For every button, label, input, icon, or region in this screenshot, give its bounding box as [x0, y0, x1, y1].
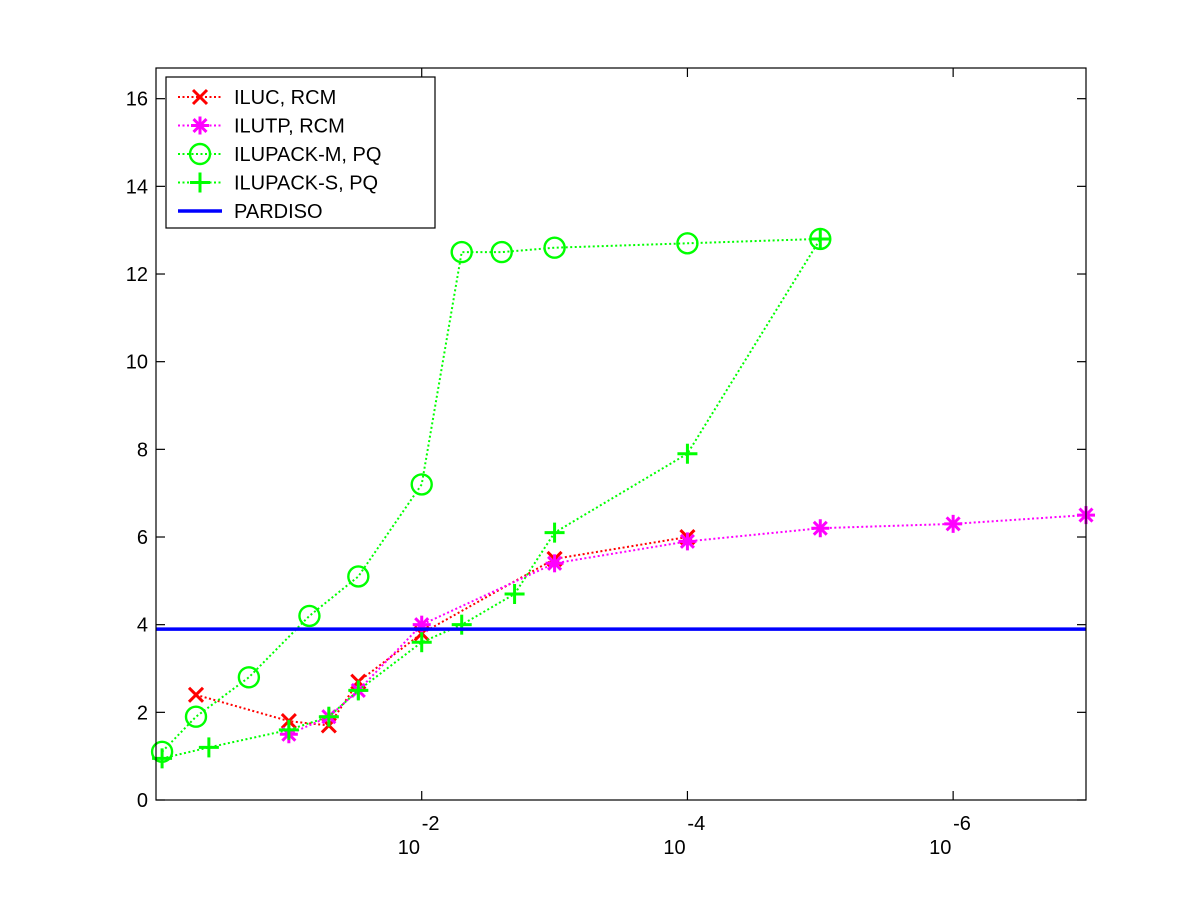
x-tick-label-exponent-1: -4 — [687, 813, 705, 835]
series-2-point-3 — [298, 604, 321, 628]
series-1-point-7 — [944, 514, 963, 533]
series-2-point-5 — [410, 473, 433, 496]
legend-label-1: ILUTP, RCM — [234, 116, 345, 138]
series-line-2 — [161, 237, 821, 753]
x-tick-label-base-2: 10 — [929, 837, 951, 859]
legend-marker-1 — [191, 116, 209, 135]
series-3-point-5 — [411, 632, 432, 653]
series-0 — [187, 528, 696, 734]
series-2-point-7 — [490, 240, 513, 264]
x-tick-label-exponent-0: -2 — [422, 813, 440, 835]
y-tick-label-5: 10 — [126, 352, 148, 374]
x-tick-label-base-1: 10 — [663, 837, 685, 859]
series-1-point-4 — [545, 554, 564, 573]
legend-marker-2 — [188, 142, 212, 166]
series-3-point-1 — [198, 737, 219, 758]
legend-item-2: ILUPACK-M, PQ — [178, 142, 381, 166]
series-1 — [279, 506, 1095, 744]
legend-label-4: PARDISO — [234, 201, 323, 223]
series-line-0 — [195, 536, 688, 727]
y-tick-label-4: 8 — [137, 439, 148, 461]
y-tick-label-8: 16 — [126, 89, 148, 111]
legend-item-3: ILUPACK-S, PQ — [178, 172, 378, 195]
x-tick-label-base-0: 10 — [398, 837, 420, 859]
legend-item-0: ILUC, RCM — [178, 87, 336, 109]
legend-label-0: ILUC, RCM — [234, 87, 336, 109]
series-2-point-1 — [184, 705, 208, 728]
series-3-point-2 — [278, 719, 299, 740]
series-line-3 — [161, 238, 822, 760]
plot-series — [150, 227, 1095, 769]
series-3-point-8 — [544, 522, 565, 543]
y-tick-label-3: 6 — [137, 527, 148, 549]
series-3 — [152, 228, 831, 769]
legend-item-4: PARDISO — [178, 201, 323, 223]
series-2 — [150, 227, 832, 763]
y-tick-label-2: 4 — [137, 615, 148, 637]
y-tick-label-6: 12 — [126, 264, 148, 286]
series-3-point-10 — [810, 228, 831, 249]
series-1-point-3 — [412, 615, 431, 634]
series-3-point-7 — [504, 583, 525, 604]
legend: ILUC, RCM ILUTP, RCM ILUPACK-M, PQ ILUPACK-… — [165, 76, 436, 229]
series-1-point-6 — [811, 519, 830, 538]
series-3-point-4 — [348, 680, 369, 701]
legend-marker-3 — [190, 172, 210, 193]
legend-label-3: ILUPACK-S, PQ — [234, 173, 378, 195]
y-tick-label-0: 0 — [137, 790, 148, 812]
series-3-point-0 — [152, 748, 173, 769]
y-tick-label-7: 14 — [126, 176, 148, 198]
series-2-point-8 — [543, 236, 566, 259]
axes-frame — [155, 67, 1087, 801]
x-tick-label-exponent-2: -6 — [953, 813, 971, 835]
series-1-point-5 — [678, 532, 697, 551]
legend-marker-0 — [191, 88, 209, 106]
series-3-point-3 — [318, 706, 339, 727]
series-2-point-4 — [347, 565, 370, 588]
series-2-point-2 — [237, 666, 261, 689]
series-3-point-9 — [677, 443, 698, 464]
series-2-point-9 — [676, 232, 699, 255]
legend-item-1: ILUTP, RCM — [178, 116, 345, 138]
y-tick-label-1: 2 — [137, 702, 148, 724]
legend-label-2: ILUPACK-M, PQ — [234, 144, 381, 166]
series-2-point-6 — [450, 240, 473, 264]
series-0-point-0 — [187, 686, 205, 703]
series-3-point-6 — [451, 614, 472, 635]
